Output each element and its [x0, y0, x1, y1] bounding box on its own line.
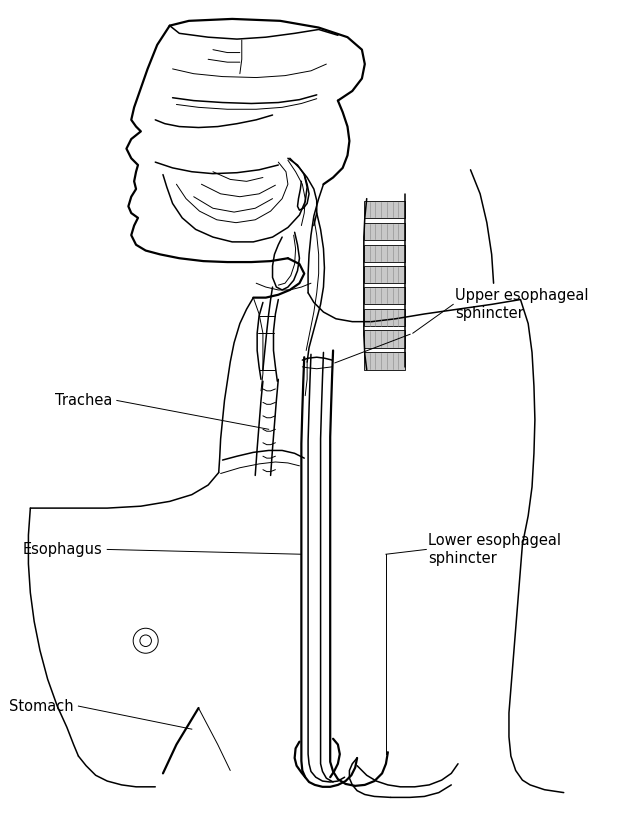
Bar [364, 222, 405, 240]
Bar [364, 266, 405, 283]
Bar [364, 200, 405, 218]
Text: Upper esophageal
sphincter: Upper esophageal sphincter [455, 288, 589, 321]
Bar [364, 287, 405, 304]
Bar [364, 330, 405, 348]
Bar [364, 309, 405, 326]
Text: Lower esophageal
sphincter: Lower esophageal sphincter [428, 533, 561, 565]
Bar [364, 353, 405, 370]
Text: Trachea: Trachea [54, 393, 112, 408]
Text: Stomach: Stomach [9, 699, 74, 714]
Bar [364, 245, 405, 262]
Text: Esophagus: Esophagus [23, 542, 102, 557]
